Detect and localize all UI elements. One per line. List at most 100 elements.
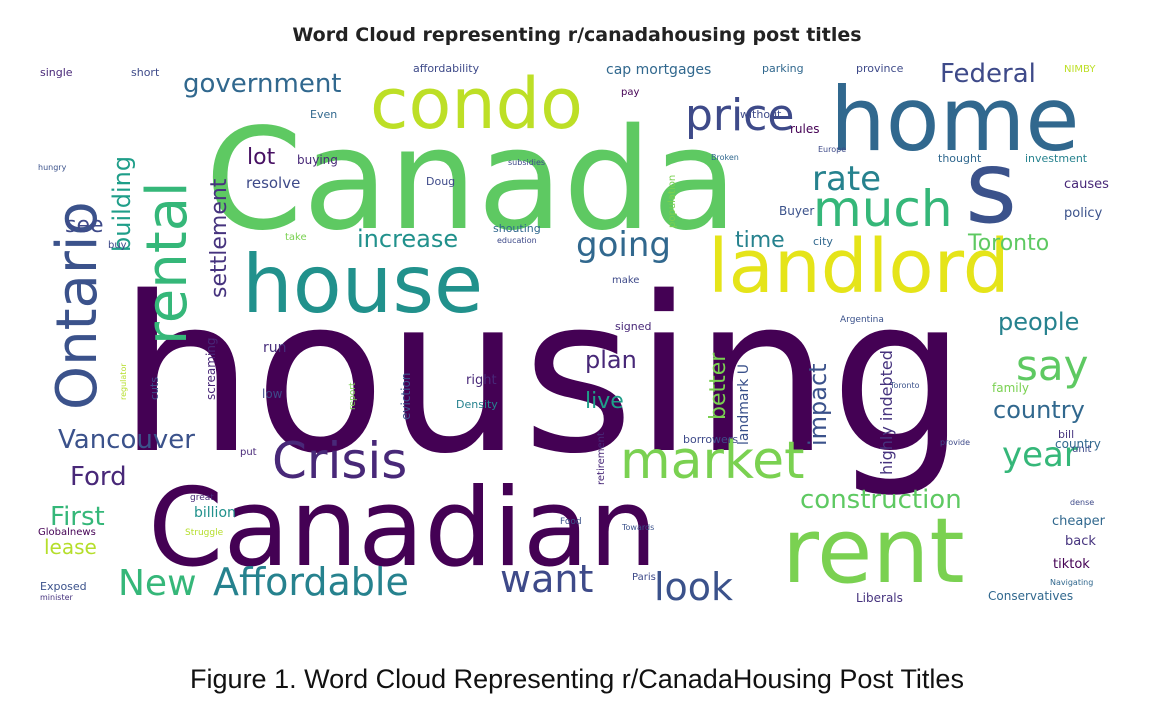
word-subsidies: subsidies: [508, 158, 545, 167]
word-landmark-u: landmark U: [736, 364, 752, 445]
word-want: want: [500, 557, 593, 601]
word-settlement: settlement: [207, 178, 232, 298]
word-rate: rate: [812, 159, 881, 199]
word-provide: provide: [940, 438, 970, 447]
word-eviction: eviction: [399, 373, 413, 420]
word-canadian: Canadian: [148, 466, 657, 591]
word-single: single: [40, 66, 73, 79]
word-bill: bill: [1058, 428, 1074, 441]
word-signed: signed: [615, 320, 652, 333]
word-house: house: [242, 238, 483, 331]
word-affordability: affordability: [413, 62, 480, 75]
word-screaming: screaming: [204, 337, 218, 400]
word-even: Even: [310, 108, 337, 121]
word-right: right: [466, 373, 497, 388]
word-condo: condo: [370, 63, 583, 145]
word-tiktok: tiktok: [1053, 557, 1090, 572]
word-housing: housing: [118, 250, 967, 501]
word-city: city: [813, 235, 833, 248]
word-province: province: [856, 62, 904, 75]
word-policy: policy: [1064, 206, 1103, 221]
word-rules: rules: [790, 122, 820, 136]
word-landlord: landlord: [708, 224, 1010, 310]
word-parking: parking: [762, 62, 804, 75]
word-toronto: Toronto: [967, 231, 1049, 256]
word-plan: plan: [585, 346, 637, 374]
word-affordable: Affordable: [213, 560, 409, 604]
word-doug: Doug: [426, 175, 455, 188]
word-lease: lease: [44, 535, 97, 559]
word-unit: unit: [1072, 444, 1091, 455]
word-s: s: [965, 129, 1017, 246]
word-highly-indebted: highly indebted: [877, 350, 896, 475]
word-resolve: resolve: [246, 174, 300, 192]
word-conservatives: Conservatives: [988, 589, 1073, 603]
word-short: short: [131, 66, 160, 79]
word-country: country: [993, 396, 1085, 424]
word-take: take: [285, 232, 307, 243]
word-billion: billion: [194, 505, 236, 521]
word-construction: construction: [800, 485, 962, 515]
word-report: report: [348, 382, 358, 410]
word-retirement: retirement: [596, 432, 607, 485]
word-run: run: [263, 340, 287, 356]
word-thought: thought: [938, 152, 982, 165]
word-food: Food: [560, 517, 582, 527]
word-minister: minister: [40, 593, 74, 602]
word-time: time: [735, 228, 785, 253]
word-much: much: [813, 180, 953, 238]
word-impact: impact: [804, 363, 832, 446]
word-education: education: [497, 236, 537, 245]
word-cap-mortgages: cap mortgages: [606, 62, 711, 78]
word-struggle: Struggle: [185, 528, 224, 538]
word-family: family: [992, 381, 1029, 395]
word-paris: Paris: [632, 572, 656, 583]
figure-caption: Figure 1. Word Cloud Representing r/Cana…: [190, 664, 964, 694]
word-toronto: Toronto: [889, 381, 920, 390]
word-make: make: [612, 275, 639, 286]
word-look: look: [654, 565, 733, 609]
word-back: back: [1065, 534, 1096, 549]
word-crisis: Crisis: [272, 432, 407, 490]
word-better: better: [706, 352, 731, 420]
word-people: people: [998, 308, 1079, 336]
chart-title: Word Cloud representing r/canadahousing …: [292, 24, 862, 46]
word-say: say: [1016, 341, 1088, 390]
word-see: see: [65, 213, 104, 238]
word-cheaper: cheaper: [1052, 514, 1106, 529]
word-without: without: [740, 108, 782, 121]
word-causes: causes: [1064, 177, 1109, 192]
word-first: First: [50, 502, 105, 532]
word-canada: Canada: [205, 99, 738, 262]
word-navigating: Navigating: [1050, 578, 1093, 587]
word-buy: buy: [108, 240, 127, 251]
word-liberals: Liberals: [856, 591, 903, 605]
word-ontario: Ontario: [45, 201, 110, 410]
word-density: Density: [456, 398, 498, 411]
word-lot: lot: [247, 145, 276, 170]
word-federal: Federal: [940, 59, 1036, 89]
word-low: low: [262, 387, 283, 401]
word-borrowers: borrowers: [683, 433, 738, 446]
word-pay: pay: [621, 87, 639, 98]
word-towards: Towards: [621, 523, 654, 532]
word-rental: rental: [135, 181, 200, 345]
word-building: building: [108, 156, 136, 252]
word-cuts: cuts: [148, 377, 161, 400]
word-ford: Ford: [70, 462, 127, 492]
word-buyer: Buyer: [779, 204, 814, 218]
word-year: year: [1002, 435, 1078, 475]
word-rent: rent: [782, 499, 965, 604]
word-price: price: [685, 90, 795, 141]
word-new: New: [118, 563, 197, 604]
word-government: government: [183, 69, 342, 99]
word-great: great: [190, 493, 214, 503]
word-market: market: [620, 431, 805, 491]
word-hungry: hungry: [38, 163, 67, 172]
word-vancouver: Vancouver: [58, 425, 195, 455]
word-going: going: [576, 225, 671, 265]
word-exposed: Exposed: [40, 580, 87, 593]
word-put: put: [240, 447, 257, 458]
word-country: country: [1055, 437, 1101, 451]
